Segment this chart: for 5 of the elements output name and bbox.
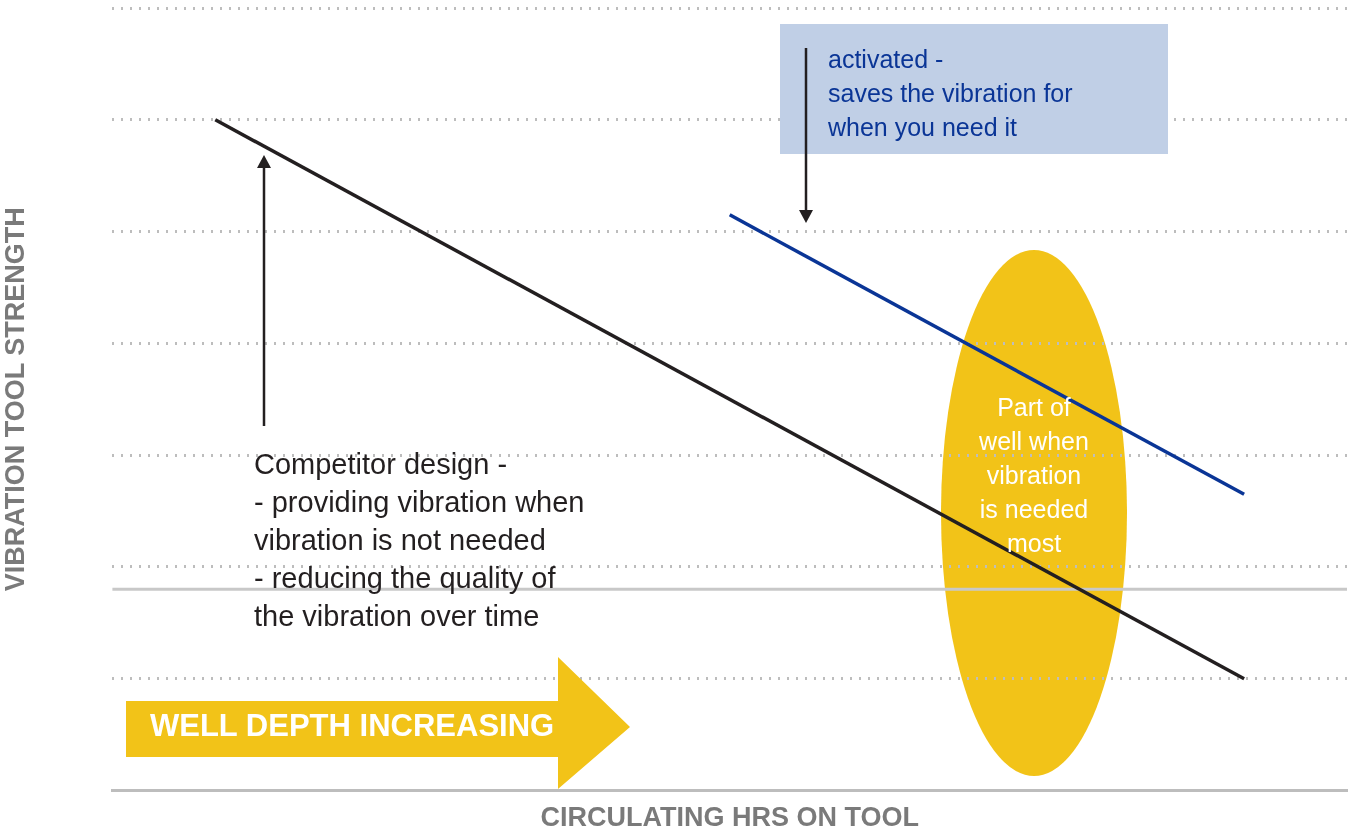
annotation: Competitor design - - providing vibration when vibration is not needed - reducing the quality of the vibration over time: [254, 447, 585, 634]
annotation: Part of well when vibration is needed most: [978, 392, 1090, 559]
x-axis-title: CIRCULATING HRS ON TOOL: [540, 802, 919, 833]
text: WELL DEPTH INCREASING: [150, 708, 555, 744]
y-axis-title: VIBRATION TOOL STRENGTH: [0, 207, 30, 592]
